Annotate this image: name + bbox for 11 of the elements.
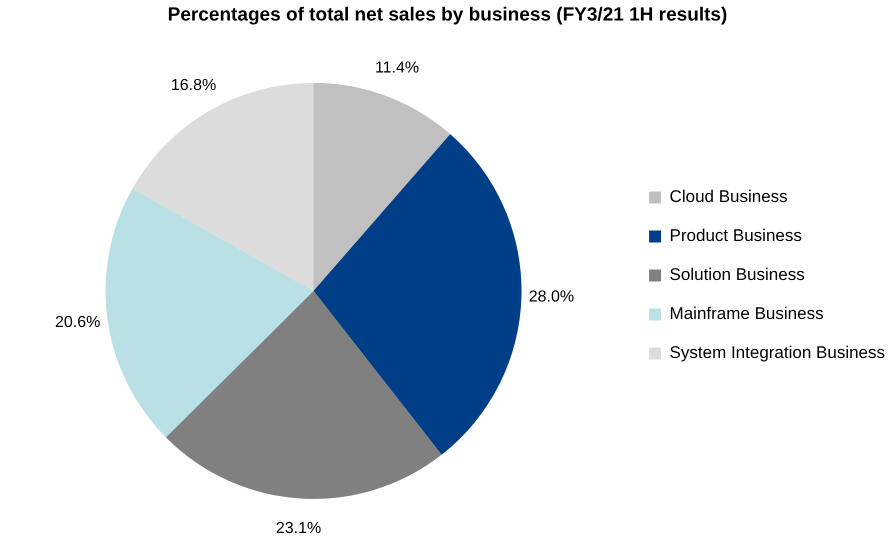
legend-label: Solution Business [670,265,805,284]
legend-label: Mainframe Business [670,304,824,324]
data-label: 20.6% [54,314,100,332]
data-label: 11.4% [374,59,420,76]
chart-title: Percentages of total net sales by business (FY3/21 1H results) [168,4,728,26]
legend-label: System Integration Business [670,343,886,362]
legend-label: Product Business [670,226,802,246]
legend-label: Cloud Business [670,187,788,206]
data-label: 16.8% [170,76,216,94]
data-label: 23.1% [276,520,322,537]
data-label: 28.0% [528,288,574,306]
